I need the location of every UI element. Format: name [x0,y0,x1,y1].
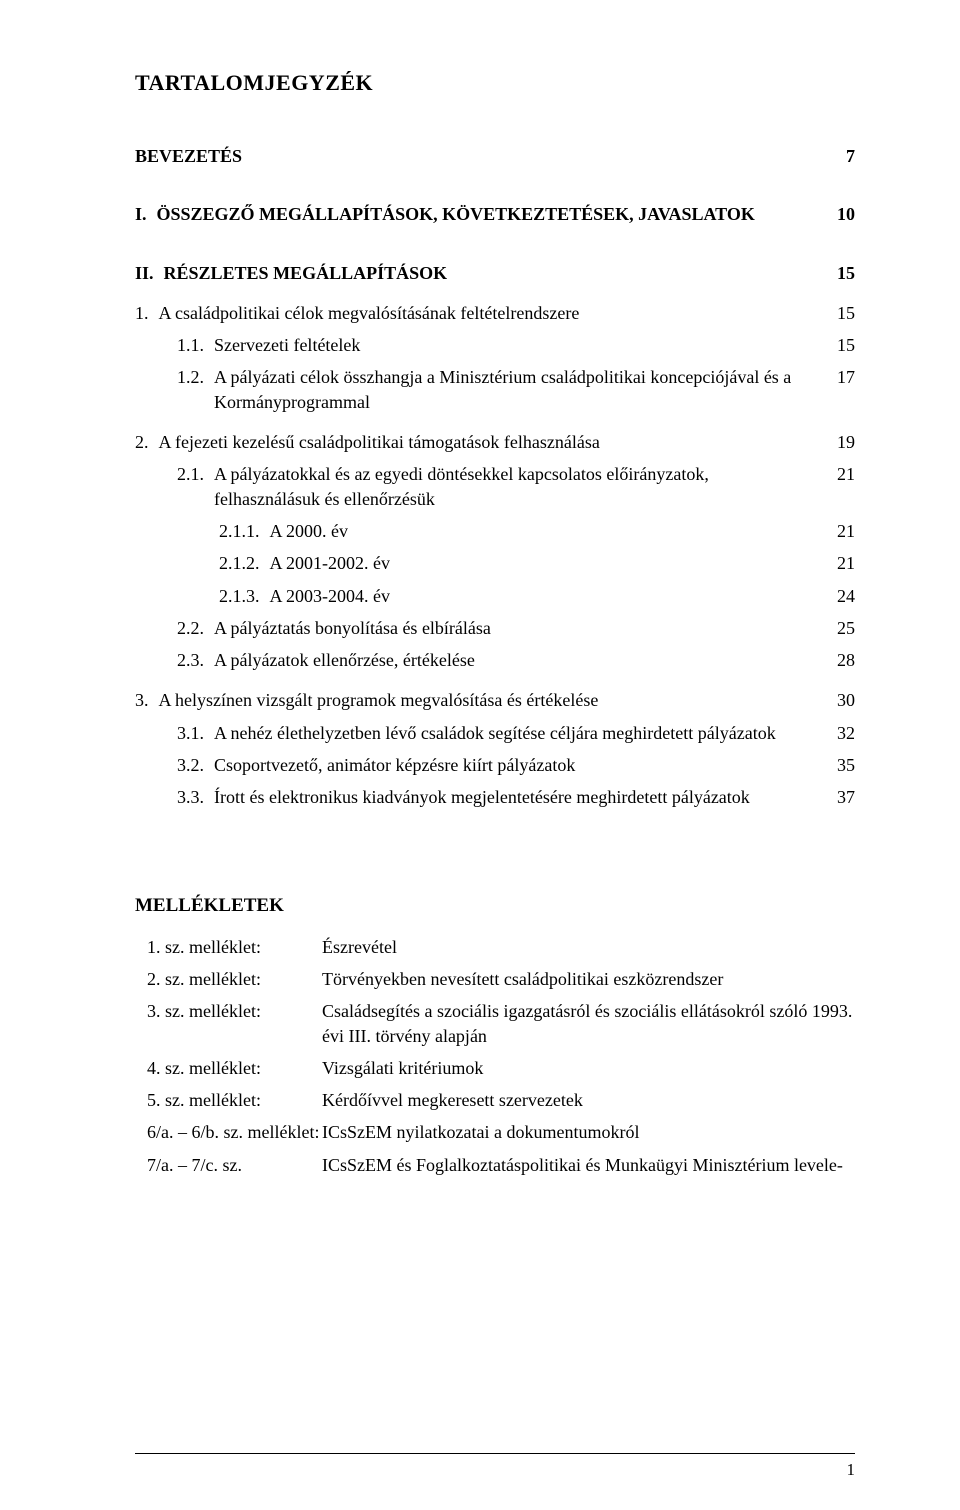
attachment-row: 3. sz. melléklet:Családsegítés a szociál… [135,999,855,1048]
toc-entry-number: 1.2. [177,365,214,389]
attachment-label: 7/a. – 7/c. sz. [135,1153,322,1177]
toc-entry-text: A pályáztatás bonyolítása és elbírálása [214,616,815,640]
toc-entry-text: A 2000. év [270,519,816,543]
toc-row: 2.2.A pályáztatás bonyolítása és elbírál… [135,616,855,640]
toc-entry-number: 1.1. [177,333,214,357]
toc-entry-text: ÖSSZEGZŐ MEGÁLLAPÍTÁSOK, KÖVETKEZTETÉSEK… [157,202,815,226]
toc-row: 1.2.A pályázati célok összhangja a Minis… [135,365,855,414]
attachments-list: 1. sz. melléklet:Észrevétel2. sz. mellék… [135,935,855,1177]
toc-entry-page: 37 [815,785,855,809]
toc-entry-number: 3.1. [177,721,214,745]
toc-row: 2.1.1.A 2000. év21 [135,519,855,543]
toc-row: 2.A fejezeti kezelésű családpolitikai tá… [135,430,855,454]
toc-entry-number: 3.2. [177,753,214,777]
toc-entry-page: 30 [815,688,855,712]
toc-entry-page: 21 [815,462,855,486]
attachment-row: 6/a. – 6/b. sz. melléklet:ICsSzEM nyilat… [135,1120,855,1144]
toc-entry-page: 7 [815,144,855,168]
toc-entry-text: RÉSZLETES MEGÁLLAPÍTÁSOK [164,261,815,285]
toc-entry-number: II. [135,261,164,285]
toc-entry-number: I. [135,202,157,226]
toc-entry-text: A pályázatok ellenőrzése, értékelése [214,648,815,672]
toc-entry-text: A 2003-2004. év [270,584,816,608]
toc-entry-page: 28 [815,648,855,672]
toc-entry-number: 2.1.2. [219,551,270,575]
toc-entry-number: 2.1.1. [219,519,270,543]
toc-row: 3.2.Csoportvezető, animátor képzésre kií… [135,753,855,777]
toc-row: 2.1.2.A 2001-2002. év21 [135,551,855,575]
attachment-label: 6/a. – 6/b. sz. melléklet: [135,1120,322,1144]
toc-row: 2.1.A pályázatokkal és az egyedi döntése… [135,462,855,511]
attachment-text: ICsSzEM és Foglalkoztatáspolitikai és Mu… [322,1153,855,1177]
toc-entry-text: A pályázati célok összhangja a Minisztér… [214,365,815,414]
attachment-row: 5. sz. melléklet:Kérdőívvel megkeresett … [135,1088,855,1112]
toc-row: 3.3.Írott és elektronikus kiadványok meg… [135,785,855,809]
attachment-row: 7/a. – 7/c. sz.ICsSzEM és Foglalkoztatás… [135,1153,855,1177]
attachment-label: 3. sz. melléklet: [135,999,322,1023]
toc-entry-text: A családpolitikai célok megvalósításának… [159,301,816,325]
attachment-text: Kérdőívvel megkeresett szervezetek [322,1088,855,1112]
toc-entry-text: A helyszínen vizsgált programok megvalós… [159,688,816,712]
page: TARTALOMJEGYZÉK BEVEZETÉS7 I.ÖSSZEGZŐ MEG… [0,0,960,1510]
toc-entry-page: 17 [815,365,855,389]
attachment-label: 4. sz. melléklet: [135,1056,322,1080]
toc-entry-text: BEVEZETÉS [135,144,815,168]
table-of-contents: BEVEZETÉS7 I.ÖSSZEGZŐ MEGÁLLAPÍTÁSOK, KÖV… [135,144,855,810]
toc-entry-text: A 2001-2002. év [270,551,816,575]
toc-entry-page: 21 [815,551,855,575]
toc-row: 1.1.Szervezeti feltételek15 [135,333,855,357]
toc-entry-number: 3. [135,688,159,712]
toc-entry-page: 15 [815,333,855,357]
toc-row: 1.A családpolitikai célok megvalósításán… [135,301,855,325]
toc-row: 3.A helyszínen vizsgált programok megval… [135,688,855,712]
toc-row: 2.3.A pályázatok ellenőrzése, értékelése… [135,648,855,672]
toc-entry-page: 10 [815,202,855,226]
attachment-row: 1. sz. melléklet:Észrevétel [135,935,855,959]
attachment-row: 2. sz. melléklet:Törvényekben nevesített… [135,967,855,991]
toc-entry-number: 3.3. [177,785,214,809]
attachment-label: 2. sz. melléklet: [135,967,322,991]
toc-entry-number: 1. [135,301,159,325]
footer-rule [135,1453,855,1454]
toc-entry-text: A pályázatokkal és az egyedi döntésekkel… [214,462,815,511]
toc-entry-text: A nehéz élethelyzetben lévő családok seg… [214,721,815,745]
toc-row: II.RÉSZLETES MEGÁLLAPÍTÁSOK15 [135,261,855,285]
toc-entry-page: 35 [815,753,855,777]
toc-entry-text: Szervezeti feltételek [214,333,815,357]
toc-entry-number: 2. [135,430,159,454]
toc-entry-page: 15 [815,301,855,325]
toc-entry-page: 15 [815,261,855,285]
attachment-row: 4. sz. melléklet:Vizsgálati kritériumok [135,1056,855,1080]
toc-entry-number: 2.1. [177,462,214,486]
footer-page-number: 1 [847,1460,856,1480]
toc-entry-text: Csoportvezető, animátor képzésre kiírt p… [214,753,815,777]
toc-heading: TARTALOMJEGYZÉK [135,70,855,96]
toc-entry-page: 24 [815,584,855,608]
toc-row: 2.1.3.A 2003-2004. év24 [135,584,855,608]
attachment-text: Észrevétel [322,935,855,959]
toc-row: I.ÖSSZEGZŐ MEGÁLLAPÍTÁSOK, KÖVETKEZTETÉS… [135,202,855,226]
attachments-heading: MELLÉKLETEK [135,895,855,917]
toc-row: 3.1.A nehéz élethelyzetben lévő családok… [135,721,855,745]
toc-entry-number: 2.1.3. [219,584,270,608]
toc-row: BEVEZETÉS7 [135,144,855,168]
toc-entry-number: 2.2. [177,616,214,640]
attachment-text: Törvényekben nevesített családpolitikai … [322,967,855,991]
attachment-label: 5. sz. melléklet: [135,1088,322,1112]
toc-entry-text: Írott és elektronikus kiadványok megjele… [214,785,815,809]
toc-entry-page: 19 [815,430,855,454]
attachment-text: Családsegítés a szociális igazgatásról é… [322,999,855,1048]
toc-entry-text: A fejezeti kezelésű családpolitikai támo… [159,430,816,454]
attachment-label: 1. sz. melléklet: [135,935,322,959]
attachment-text: ICsSzEM nyilatkozatai a dokumentumokról [322,1120,855,1144]
toc-entry-number: 2.3. [177,648,214,672]
toc-entry-page: 21 [815,519,855,543]
toc-entry-page: 25 [815,616,855,640]
attachment-text: Vizsgálati kritériumok [322,1056,855,1080]
toc-entry-page: 32 [815,721,855,745]
